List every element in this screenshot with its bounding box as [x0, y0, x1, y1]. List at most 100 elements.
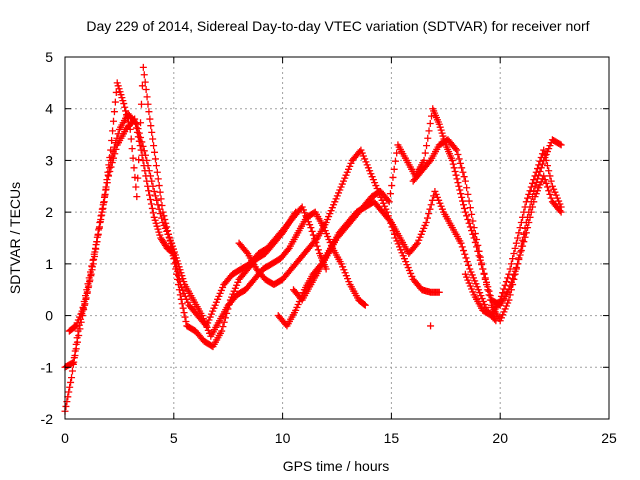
- data-point: [501, 281, 509, 289]
- y-tick-label: 3: [45, 152, 53, 168]
- data-point: [423, 142, 431, 150]
- data-point: [529, 179, 537, 187]
- y-tick-label: 5: [45, 49, 53, 65]
- data-point: [545, 167, 553, 175]
- data-point: [146, 172, 154, 180]
- data-point: [140, 147, 148, 155]
- series-track-4: [235, 146, 443, 296]
- data-point: [112, 88, 120, 96]
- data-point: [82, 295, 90, 303]
- data-point: [519, 213, 527, 221]
- data-point: [219, 323, 227, 331]
- data-point: [449, 160, 457, 168]
- data-point: [546, 190, 554, 198]
- data-point: [463, 258, 471, 266]
- data-point: [104, 171, 112, 179]
- data-point: [455, 182, 463, 190]
- data-point: [110, 143, 118, 151]
- data-point: [133, 120, 141, 128]
- data-point: [182, 317, 190, 325]
- data-point: [152, 162, 160, 170]
- data-point: [547, 194, 555, 202]
- data-point: [466, 204, 474, 212]
- data-point: [556, 207, 564, 215]
- data-point: [393, 149, 401, 157]
- data-point: [458, 243, 466, 251]
- data-point: [145, 108, 153, 116]
- data-point: [545, 187, 553, 195]
- data-point: [424, 134, 432, 142]
- y-tick-label: -1: [41, 359, 54, 375]
- data-point: [463, 212, 471, 220]
- data-point: [509, 255, 517, 263]
- data-point: [139, 63, 147, 71]
- data-point: [463, 184, 471, 192]
- data-point: [71, 323, 79, 331]
- data-point: [420, 156, 428, 164]
- data-point: [132, 183, 140, 191]
- data-point: [142, 151, 150, 159]
- data-point: [158, 201, 166, 209]
- data-point: [425, 127, 433, 135]
- data-point: [465, 219, 473, 227]
- data-point: [496, 296, 504, 304]
- data-point: [114, 130, 122, 138]
- data-point: [516, 251, 524, 259]
- data-point: [505, 286, 513, 294]
- data-point: [92, 245, 100, 253]
- data-point: [105, 164, 113, 172]
- data-point: [153, 196, 161, 204]
- grid: [65, 57, 609, 419]
- data-point: [478, 259, 486, 267]
- data-point: [390, 165, 398, 173]
- data-point: [142, 86, 150, 94]
- data-point: [137, 134, 145, 142]
- data-point: [65, 388, 73, 396]
- data-point: [512, 264, 520, 272]
- data-point: [520, 208, 528, 216]
- data-point: [514, 260, 522, 268]
- data-point: [522, 198, 530, 206]
- data-point: [107, 163, 115, 171]
- data-point: [385, 198, 393, 206]
- data-point: [512, 239, 520, 247]
- data-point: [465, 197, 473, 205]
- data-point: [86, 278, 94, 286]
- data-point: [66, 383, 74, 391]
- chart-title: Day 229 of 2014, Sidereal Day-to-day VTE…: [86, 18, 589, 34]
- series-track-3: [65, 110, 369, 340]
- data-point: [529, 203, 537, 211]
- data-point: [148, 128, 156, 136]
- data-point: [135, 129, 143, 137]
- data-point: [425, 158, 433, 166]
- data-point: [483, 278, 491, 286]
- data-point: [62, 402, 70, 410]
- y-tick-label: 1: [45, 256, 53, 272]
- data-point: [144, 100, 152, 108]
- data-point: [540, 146, 548, 154]
- data-point: [457, 190, 465, 198]
- data-point: [107, 156, 115, 164]
- data-point: [84, 283, 92, 291]
- x-tick-label: 5: [170, 430, 178, 446]
- data-point: [537, 153, 545, 161]
- data-point: [314, 246, 322, 254]
- data-point: [460, 247, 468, 255]
- data-point: [313, 242, 321, 250]
- data-point: [519, 242, 527, 250]
- data-point: [509, 275, 517, 283]
- data-point: [427, 322, 435, 330]
- data-point: [129, 154, 137, 162]
- data-point: [180, 309, 188, 317]
- data-point: [510, 250, 518, 258]
- data-point: [557, 203, 565, 211]
- data-point: [143, 93, 151, 101]
- data-point: [451, 168, 459, 176]
- data-point: [506, 282, 514, 290]
- data-point: [312, 235, 320, 243]
- data-point: [543, 162, 551, 170]
- data-point: [426, 205, 434, 213]
- data-point: [309, 231, 317, 239]
- data-point: [504, 274, 512, 282]
